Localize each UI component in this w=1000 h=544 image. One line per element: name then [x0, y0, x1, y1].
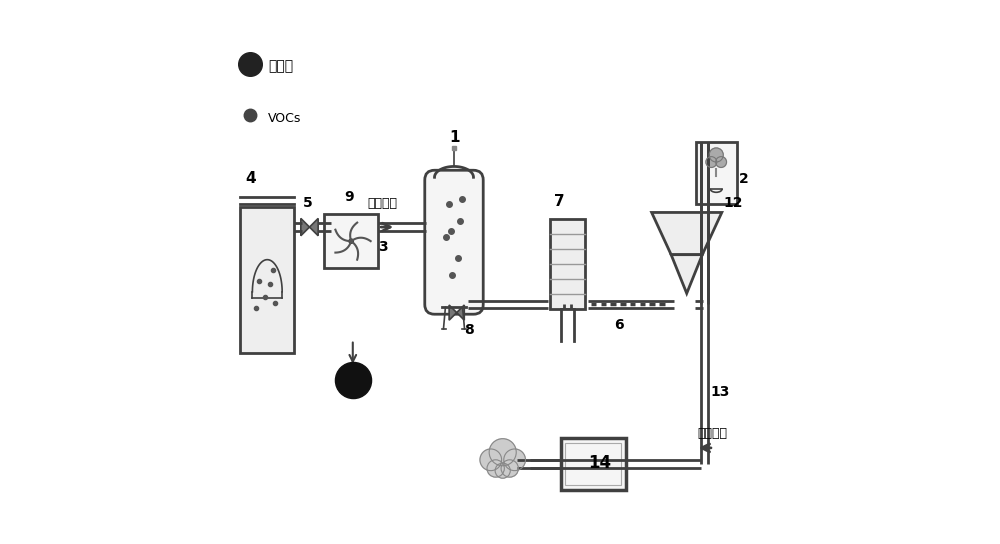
Text: 13: 13: [710, 386, 729, 399]
FancyBboxPatch shape: [561, 438, 626, 490]
Circle shape: [706, 157, 717, 168]
Circle shape: [495, 463, 510, 478]
Text: 1: 1: [450, 130, 460, 145]
Polygon shape: [301, 219, 309, 236]
Polygon shape: [652, 213, 722, 255]
FancyBboxPatch shape: [696, 142, 737, 205]
Circle shape: [501, 460, 518, 477]
Circle shape: [716, 157, 727, 168]
Text: 颗粒物: 颗粒物: [268, 60, 293, 73]
Circle shape: [709, 148, 723, 162]
FancyBboxPatch shape: [425, 170, 483, 314]
Text: VOCs: VOCs: [268, 112, 302, 125]
Polygon shape: [457, 305, 464, 320]
Text: 5: 5: [303, 195, 313, 209]
Circle shape: [504, 449, 525, 471]
Text: 14: 14: [588, 454, 611, 472]
Circle shape: [349, 239, 353, 243]
Text: 4: 4: [246, 171, 256, 186]
Text: 8: 8: [464, 323, 473, 337]
Polygon shape: [671, 255, 702, 293]
FancyBboxPatch shape: [240, 207, 294, 353]
Text: 7: 7: [554, 194, 565, 209]
Circle shape: [487, 460, 504, 477]
Polygon shape: [449, 305, 457, 320]
Circle shape: [480, 449, 502, 471]
FancyBboxPatch shape: [550, 219, 585, 308]
Text: 6: 6: [614, 318, 624, 332]
Text: 12: 12: [724, 196, 743, 210]
FancyBboxPatch shape: [324, 214, 378, 268]
Text: 气流方向: 气流方向: [368, 196, 398, 209]
Text: 9: 9: [345, 189, 354, 203]
Polygon shape: [309, 219, 318, 236]
Text: 2: 2: [739, 171, 749, 186]
Text: 气流方向: 气流方向: [698, 427, 728, 440]
Circle shape: [489, 438, 516, 466]
Text: 3: 3: [378, 240, 387, 255]
